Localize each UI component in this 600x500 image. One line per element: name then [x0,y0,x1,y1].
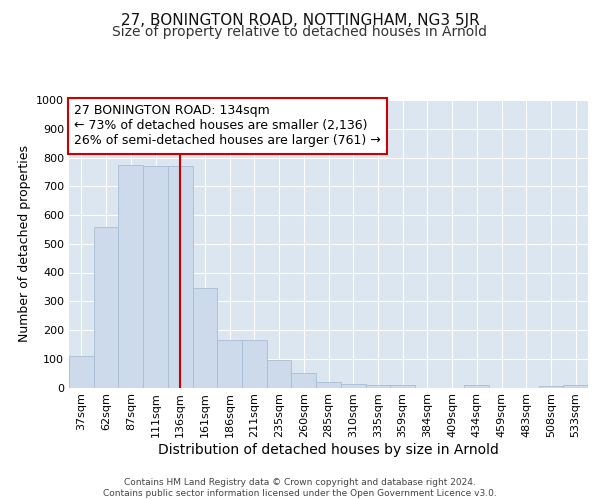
Bar [118,164,143,388]
Text: Contains HM Land Registry data © Crown copyright and database right 2024.
Contai: Contains HM Land Registry data © Crown c… [103,478,497,498]
Text: 27, BONINGTON ROAD, NOTTINGHAM, NG3 5JR: 27, BONINGTON ROAD, NOTTINGHAM, NG3 5JR [121,12,479,28]
Bar [464,384,489,388]
Text: 27 BONINGTON ROAD: 134sqm
← 73% of detached houses are smaller (2,136)
26% of se: 27 BONINGTON ROAD: 134sqm ← 73% of detac… [74,104,381,148]
Bar [143,166,168,388]
Bar [69,356,94,388]
Bar [217,340,242,388]
Bar [316,382,341,388]
Bar [563,384,588,388]
Bar [539,386,563,388]
Bar [365,384,390,388]
Bar [267,360,292,388]
Bar [292,373,316,388]
Bar [390,384,415,388]
X-axis label: Distribution of detached houses by size in Arnold: Distribution of detached houses by size … [158,443,499,457]
Bar [242,340,267,388]
Bar [193,288,217,388]
Text: Size of property relative to detached houses in Arnold: Size of property relative to detached ho… [113,25,487,39]
Bar [168,166,193,388]
Bar [341,384,365,388]
Y-axis label: Number of detached properties: Number of detached properties [17,145,31,342]
Bar [94,226,118,388]
